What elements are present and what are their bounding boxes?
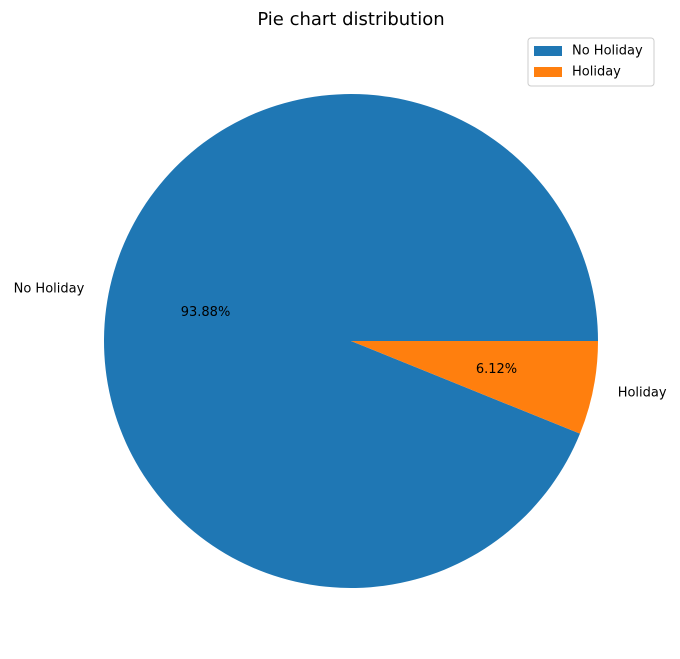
pie-slices [104, 94, 598, 589]
legend-label-no-holiday: No Holiday [572, 44, 643, 59]
legend-label-holiday: Holiday [572, 65, 621, 80]
chart-title: Pie chart distribution [257, 9, 444, 30]
legend: No Holiday Holiday [527, 37, 655, 87]
pie-slice-holiday [351, 341, 598, 434]
pie-labels: No Holiday 93.88% Holiday 6.12% [14, 282, 667, 401]
pie-slice-no-holiday [104, 94, 598, 589]
slice-label-no-holiday: No Holiday [14, 282, 85, 297]
slice-label-holiday: Holiday [618, 385, 667, 400]
slice-pct-holiday: 6.12% [476, 362, 517, 377]
legend-items: No Holiday Holiday [534, 44, 643, 80]
slice-pct-no-holiday: 93.88% [181, 305, 231, 320]
legend-swatch-no-holiday [534, 46, 562, 56]
legend-swatch-holiday [534, 67, 562, 77]
